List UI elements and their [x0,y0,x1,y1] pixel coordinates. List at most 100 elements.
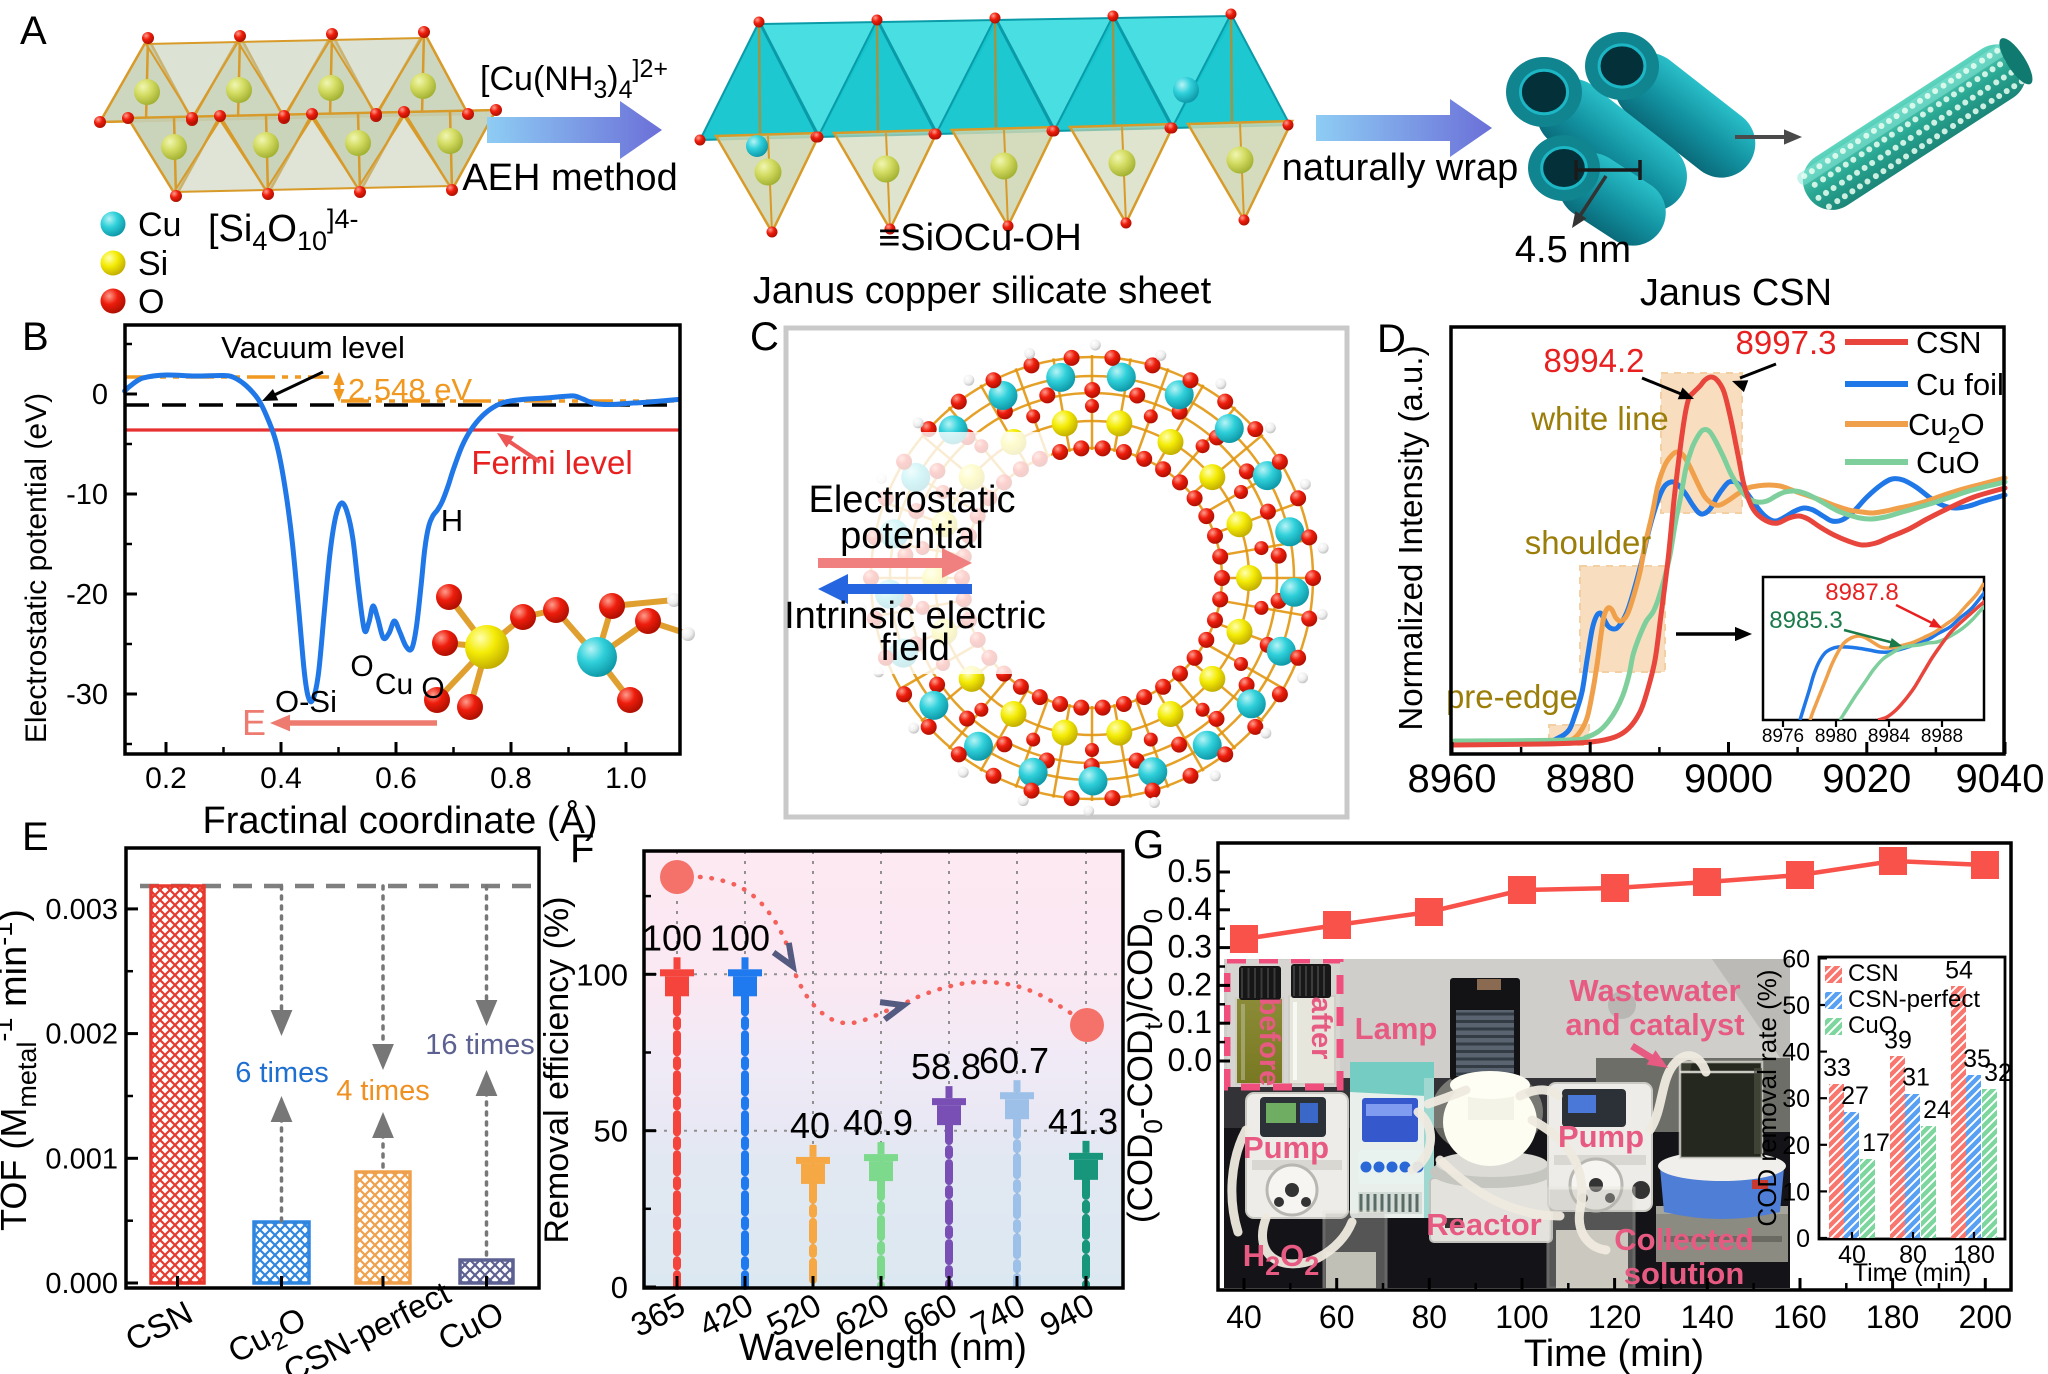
svg-text:6 times: 6 times [235,1057,328,1089]
svg-text:8960: 8960 [1408,757,1497,801]
svg-text:1.0: 1.0 [605,762,647,795]
svg-text:O: O [350,650,373,683]
svg-text:-20: -20 [66,579,108,611]
svg-text:Fractinal coordinate (Å): Fractinal coordinate (Å) [203,798,598,842]
svg-text:8984: 8984 [1868,726,1911,747]
svg-text:pre-edge: pre-edge [1446,678,1578,715]
svg-text:CuO: CuO [1848,1012,1897,1039]
svg-text:8987.8: 8987.8 [1825,579,1898,606]
svg-text:Time (min): Time (min) [1524,1333,1704,1374]
svg-text:after: after [1305,997,1337,1060]
svg-text:Reactor: Reactor [1426,1207,1541,1242]
svg-text:Pump: Pump [1243,1130,1329,1165]
svg-text:O-Si: O-Si [275,684,337,719]
svg-text:20: 20 [1782,1132,1810,1160]
svg-text:4 times: 4 times [336,1075,429,1107]
svg-text:35: 35 [1963,1045,1991,1073]
svg-text:9000: 9000 [1684,757,1773,801]
svg-text:8980: 8980 [1546,757,1635,801]
svg-text:Pump: Pump [1558,1119,1644,1154]
svg-text:field: field [880,627,950,669]
svg-text:Removal efficiency (%): Removal efficiency (%) [538,896,576,1243]
svg-text:40: 40 [1226,1299,1262,1335]
svg-text:Janus CSN: Janus CSN [1640,272,1832,314]
svg-text:0.2: 0.2 [145,762,187,795]
svg-text:≡SiOCu-OH: ≡SiOCu-OH [878,217,1082,259]
svg-text:40: 40 [1838,1241,1866,1269]
svg-text:F: F [570,827,594,871]
svg-text:100: 100 [710,917,770,958]
svg-text:8997.3: 8997.3 [1736,324,1837,361]
svg-text:G: G [1133,823,1164,867]
svg-text:10: 10 [1782,1178,1810,1206]
svg-text:0.8: 0.8 [490,762,532,795]
svg-text:27: 27 [1841,1082,1869,1110]
svg-text:0.4: 0.4 [260,762,302,795]
svg-text:-30: -30 [66,679,108,711]
svg-text:40.9: 40.9 [843,1102,913,1143]
svg-text:E: E [22,815,49,859]
svg-text:Electrostatic: Electrostatic [809,479,1016,521]
svg-text:2.548 eV: 2.548 eV [348,372,472,407]
svg-text:Si: Si [138,245,168,283]
svg-text:0: 0 [92,379,108,411]
svg-text:50: 50 [594,1114,628,1149]
svg-text:8976: 8976 [1762,726,1804,747]
svg-text:60: 60 [1319,1299,1355,1335]
svg-text:8985.3: 8985.3 [1769,607,1842,634]
svg-text:9020: 9020 [1822,757,1911,801]
svg-text:Intrinsic electric: Intrinsic electric [784,595,1046,637]
svg-text:0.4: 0.4 [1168,891,1212,927]
svg-text:0.000: 0.000 [45,1268,118,1300]
svg-text:Vacuum level: Vacuum level [221,330,405,365]
svg-text:O: O [421,672,444,705]
svg-text:140: 140 [1681,1299,1734,1335]
svg-text:Lamp: Lamp [1355,1011,1438,1046]
svg-text:8988: 8988 [1921,726,1963,747]
svg-text:0.0: 0.0 [1168,1042,1212,1078]
svg-text:Cu: Cu [138,206,181,244]
svg-text:0.002: 0.002 [45,1019,118,1051]
svg-text:180: 180 [1866,1299,1919,1335]
svg-text:0.6: 0.6 [375,762,417,795]
svg-text:E: E [242,702,266,743]
svg-text:Cu: Cu [375,668,413,701]
svg-text:180: 180 [1953,1241,1995,1269]
svg-text:0.001: 0.001 [45,1143,118,1175]
svg-text:33: 33 [1823,1054,1851,1082]
svg-text:-10: -10 [66,479,108,511]
svg-text:0.5: 0.5 [1168,853,1212,889]
svg-text:CuO: CuO [1916,445,1980,480]
svg-text:B: B [22,315,49,359]
svg-text:0.1: 0.1 [1168,1004,1212,1040]
svg-text:8994.2: 8994.2 [1544,342,1645,379]
svg-text:Cu2O: Cu2O [1908,407,1985,448]
svg-text:54: 54 [1945,956,1973,984]
svg-text:CSN: CSN [1916,325,1981,360]
svg-text:200: 200 [1959,1299,2012,1335]
svg-text:16 times: 16 times [425,1029,535,1061]
svg-text:shoulder: shoulder [1525,524,1652,561]
svg-text:100: 100 [1495,1299,1548,1335]
svg-text:Cu foil: Cu foil [1916,367,2004,402]
svg-text:32: 32 [1984,1059,2012,1087]
svg-text:white line: white line [1530,400,1669,437]
svg-text:160: 160 [1773,1299,1826,1335]
svg-text:A: A [20,9,47,53]
svg-text:100: 100 [576,957,628,992]
svg-text:Janus copper silicate sheet: Janus copper silicate sheet [753,270,1212,312]
svg-text:Normalized Intensity (a.u.): Normalized Intensity (a.u.) [1392,345,1429,730]
svg-text:C: C [750,315,779,359]
svg-text:AEH method: AEH method [462,157,677,199]
svg-text:0.3: 0.3 [1168,929,1212,965]
svg-text:O: O [138,283,164,321]
svg-text:and catalyst: and catalyst [1565,1007,1744,1042]
svg-text:40: 40 [790,1105,830,1146]
svg-text:120: 120 [1588,1299,1641,1335]
svg-text:60: 60 [1782,945,1810,973]
svg-text:80: 80 [1899,1241,1927,1269]
svg-text:Collected: Collected [1614,1222,1754,1257]
svg-text:60.7: 60.7 [979,1040,1049,1081]
svg-text:Fermi level: Fermi level [471,444,632,481]
svg-text:24: 24 [1923,1096,1951,1124]
